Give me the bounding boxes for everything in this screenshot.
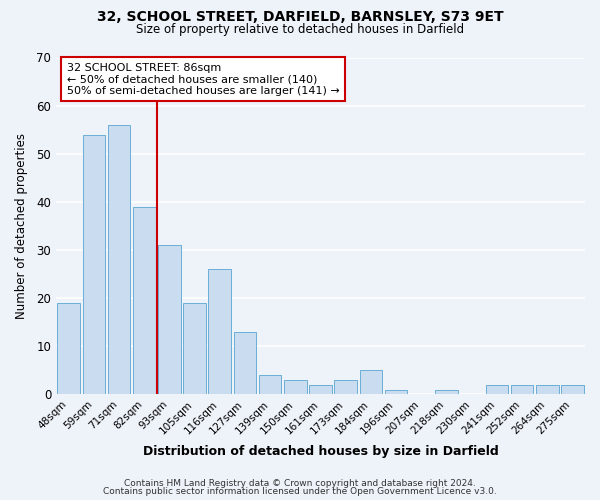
Y-axis label: Number of detached properties: Number of detached properties bbox=[15, 133, 28, 319]
Text: Contains HM Land Registry data © Crown copyright and database right 2024.: Contains HM Land Registry data © Crown c… bbox=[124, 478, 476, 488]
Text: 32, SCHOOL STREET, DARFIELD, BARNSLEY, S73 9ET: 32, SCHOOL STREET, DARFIELD, BARNSLEY, S… bbox=[97, 10, 503, 24]
Bar bbox=[334, 380, 357, 394]
Text: Size of property relative to detached houses in Darfield: Size of property relative to detached ho… bbox=[136, 22, 464, 36]
Bar bbox=[536, 385, 559, 394]
Text: Contains public sector information licensed under the Open Government Licence v3: Contains public sector information licen… bbox=[103, 487, 497, 496]
Text: 32 SCHOOL STREET: 86sqm
← 50% of detached houses are smaller (140)
50% of semi-d: 32 SCHOOL STREET: 86sqm ← 50% of detache… bbox=[67, 62, 340, 96]
Bar bbox=[58, 303, 80, 394]
Bar bbox=[359, 370, 382, 394]
Bar bbox=[511, 385, 533, 394]
Bar bbox=[259, 375, 281, 394]
Bar bbox=[561, 385, 584, 394]
Bar bbox=[309, 385, 332, 394]
Bar bbox=[158, 245, 181, 394]
X-axis label: Distribution of detached houses by size in Darfield: Distribution of detached houses by size … bbox=[143, 444, 499, 458]
Bar bbox=[385, 390, 407, 394]
Bar bbox=[485, 385, 508, 394]
Bar bbox=[435, 390, 458, 394]
Bar bbox=[183, 303, 206, 394]
Bar bbox=[108, 125, 130, 394]
Bar bbox=[284, 380, 307, 394]
Bar bbox=[133, 206, 155, 394]
Bar bbox=[83, 134, 105, 394]
Bar bbox=[233, 332, 256, 394]
Bar bbox=[208, 270, 231, 394]
